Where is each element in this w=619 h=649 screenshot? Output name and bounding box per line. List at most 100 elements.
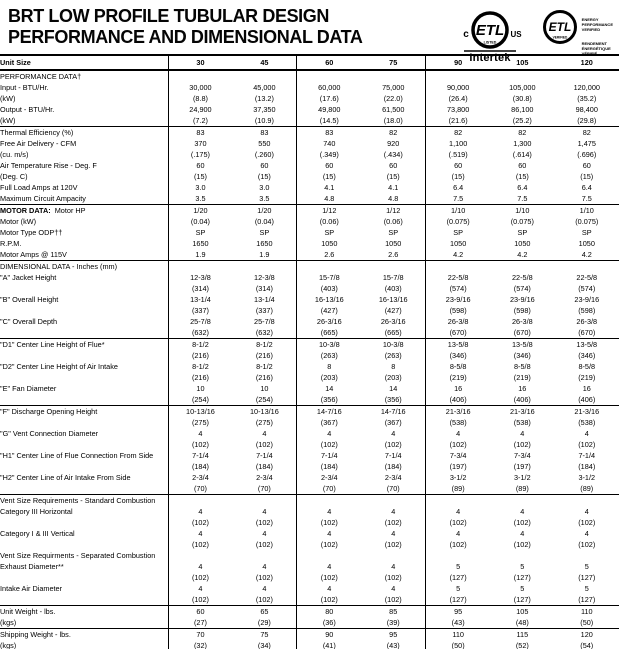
cell: 1/10 [425,204,491,216]
cell: 4 [391,529,396,538]
cell: (102) [167,517,233,528]
cell: 23-9/16 [425,294,491,305]
cell: 16-13/16 [378,295,408,304]
cell: 7.5 [581,194,592,203]
cell: (538) [578,418,596,427]
cell: 45,000 [253,83,276,92]
cell: 1050 [578,239,595,248]
unit-size-column-header: 90 [425,55,491,70]
cell [425,494,491,506]
cell: 16 [518,384,527,393]
etl-listed-c: c [463,29,469,40]
cell: 4 [262,429,267,438]
cell: 1.9 [259,250,270,259]
cell: 60 [167,605,233,617]
spec-table: Unit Size 30 45 60 75 90 105 120 PERFORMANCE D… [0,54,619,649]
row-label [0,539,168,550]
row-label [0,461,168,472]
cell: 60 [425,160,491,171]
table-row: "D1" Center Line Height of Flue* 8-1/2 8-1… [0,338,619,350]
row-label [0,394,168,406]
row-label: R.P.M. [0,239,22,248]
cell: (598) [578,306,596,315]
cell: 6.4 [517,183,528,192]
cell: 3-1/2 [425,472,491,483]
cell: (403) [296,283,362,294]
cell: 1/12 [386,206,401,215]
cell: 24,900 [167,104,233,115]
row-label: Free Air Delivery - CFM [0,139,77,148]
cell: 4.2 [581,250,592,259]
cell: 8-5/8 [578,362,596,371]
cell [425,70,491,82]
cell: (102) [513,540,531,549]
cell: (127) [425,594,491,606]
table-row: "E" Fan Diameter 10 10 14 14 16 16 16 [0,383,619,394]
cell: 5 [584,584,589,593]
cell: 13-5/8 [425,338,491,350]
etl-verified-mark-icon: ETL VERIFIED [542,10,577,44]
row-label: "D2" Center Line Height of Air Intake [0,362,118,371]
cell: (403) [384,284,402,293]
cell: (632) [255,328,273,337]
cell: (337) [255,306,273,315]
cell: 7.5 [425,193,491,205]
row-label: Vent Size Requirments - Separated Combus… [0,551,156,560]
row-label [0,417,168,428]
table-row: (kgs) (27) (29) (36) (39) (43) (48) (50) [0,617,619,629]
cell: 110 [425,628,491,640]
cell: (598) [425,305,491,316]
row-label: Intake Air Diameter [0,584,63,593]
table-row: Shipping Weight - lbs. 70 75 90 95 110 115 120 [0,628,619,640]
cell: 6.4 [425,182,491,193]
cell: 4 [425,506,491,517]
unit-size-label: Unit Size [0,58,31,67]
cell: 7-1/4 [578,451,596,460]
cell: 75 [260,630,269,639]
cell [490,261,554,273]
cell: 1/20 [167,204,233,216]
cell: (102) [296,539,362,550]
cell: 82 [518,128,527,137]
cell: (.175) [167,149,233,160]
cell: 60 [518,161,527,170]
cell: 110 [580,607,593,616]
cell: 4.1 [388,183,399,192]
etl-listed-listed-text: LISTED [483,41,496,45]
cell: (25.2) [512,116,532,125]
cell: 4 [296,528,362,539]
cell: (216) [255,373,273,382]
cell [361,495,425,507]
cell: 4 [425,528,491,539]
cell: 21-3/16 [425,405,491,417]
cell: (102) [384,518,402,527]
cell: 13-5/8 [576,340,598,349]
cell: (15) [167,171,233,182]
cell: (102) [578,518,596,527]
row-label [0,372,168,383]
cell: (670) [425,327,491,339]
cell: 4 [167,561,233,572]
row-label: Category I & III Vertical [0,529,75,538]
page-title-line2: PERFORMANCE AND DIMENSIONAL DATA [8,26,363,47]
cell: 26-3/16 [296,316,362,327]
cell: 12-3/8 [167,272,233,283]
spec-table-body: PERFORMANCE DATA† Input - BTU/Hr. 30,000 45… [0,70,619,649]
row-label: (kW) [0,116,16,125]
cell: (406) [425,394,491,406]
cell: (670) [578,328,596,337]
column-header-row: Unit Size 30 45 60 75 90 105 120 [0,55,619,70]
cell: 4 [167,428,233,439]
table-row: (102) (102) (102) (102) (102) (102) (102) [0,439,619,450]
table-row: Vent Size Requirments - Separated Combus… [0,550,619,561]
cell: (102) [384,573,402,582]
cell: 5 [520,562,525,571]
cell: (102) [167,594,233,606]
table-row: (184) (184) (184) (184) (197) (197) (184) [0,461,619,472]
cell [296,70,362,82]
page-title: BRT LOW PROFILE TUBULAR DESIGN PERFORMAN… [8,6,363,47]
cell: (337) [167,305,233,316]
cell [425,260,491,272]
cell: 4 [296,583,362,594]
cell: (263) [384,351,402,360]
